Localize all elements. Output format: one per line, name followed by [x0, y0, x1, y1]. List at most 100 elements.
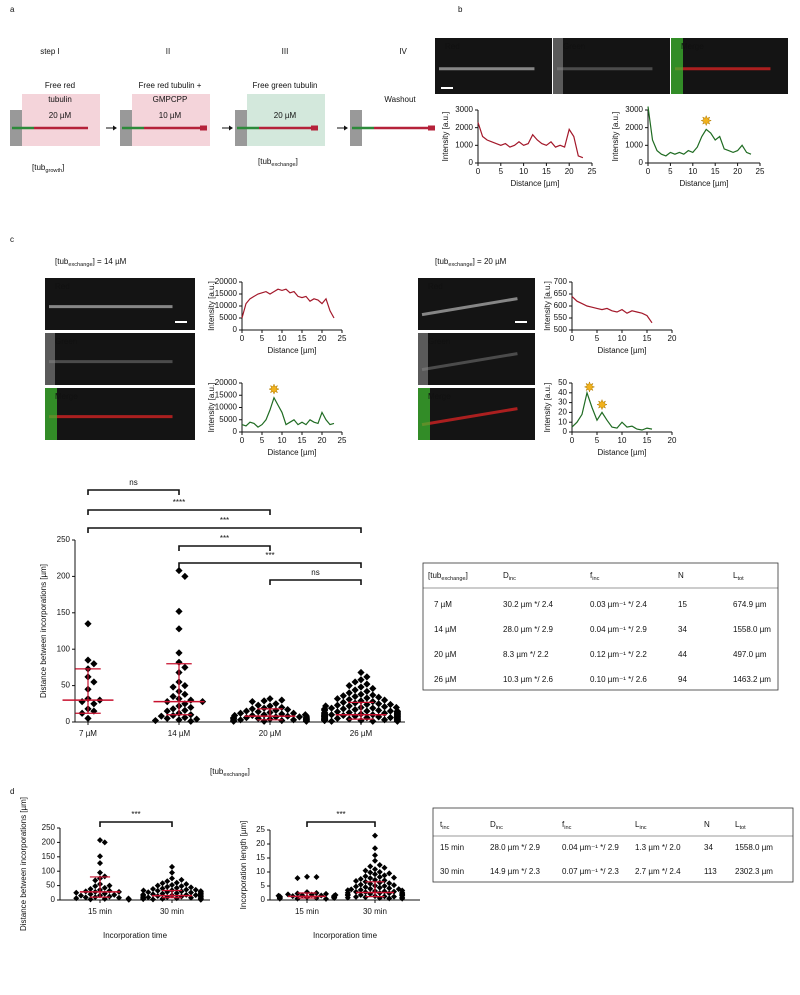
data-point — [363, 680, 371, 688]
step-text: Free red — [45, 81, 75, 90]
x-tick-label: 20 — [668, 436, 677, 445]
y-tick-label: 250 — [42, 823, 56, 832]
y-tick-label: 5000 — [219, 313, 237, 322]
image-label: Green — [55, 337, 77, 346]
significance-label: *** — [336, 810, 345, 819]
data-point — [242, 707, 251, 715]
data-point — [380, 696, 389, 704]
data-point — [362, 884, 369, 891]
step-text: Washout — [384, 95, 416, 104]
y-tick-label: 10 — [256, 867, 265, 876]
y-axis-label: Distance between incorporations [µm] — [39, 564, 48, 698]
x-tick-label: 10 — [688, 167, 697, 176]
data-point — [345, 682, 353, 690]
data-point — [367, 863, 374, 870]
profile-line — [241, 396, 335, 428]
table-cell: 10.3 µm */ 2.6 — [503, 675, 554, 684]
table-cell: 14.9 µm */ 2.3 — [490, 867, 541, 876]
data-point — [351, 686, 359, 694]
image-label: Merge — [428, 392, 451, 401]
data-point — [353, 893, 359, 900]
text-segment: [tub — [32, 163, 46, 172]
data-point — [181, 706, 189, 714]
y-tick-label: 5 — [261, 881, 266, 890]
y-tick-label: 650 — [554, 289, 568, 298]
data-point — [169, 882, 175, 889]
data-point — [357, 683, 365, 691]
data-point — [327, 717, 336, 725]
table-cell: 1.3 µm */ 2.0 — [635, 843, 681, 852]
text-segment: L — [733, 571, 738, 580]
subscript: exchange — [271, 162, 295, 168]
subscript: inc — [509, 576, 516, 582]
data-point — [313, 874, 320, 881]
table-header: N — [704, 820, 710, 829]
step-text: Free green tubulin — [253, 81, 318, 90]
x-tick-label: 5 — [260, 436, 265, 445]
y-tick-label: 20000 — [215, 277, 238, 286]
data-point — [376, 884, 383, 891]
significance-bracket — [269, 579, 362, 585]
data-point — [242, 714, 251, 722]
data-point — [169, 863, 175, 870]
data-point — [363, 694, 371, 702]
merge-glow — [418, 388, 430, 440]
text-segment: L — [735, 820, 740, 829]
data-point — [302, 717, 310, 725]
x-tick-label: 5 — [595, 436, 600, 445]
data-point — [357, 716, 365, 725]
y-tick-label: 3000 — [625, 105, 643, 114]
text-segment: [tub — [435, 257, 449, 266]
significance-bracket — [87, 509, 271, 515]
data-point — [181, 682, 189, 690]
step-label: IV — [399, 47, 407, 56]
data-point — [376, 869, 383, 875]
text-segment: D — [503, 571, 509, 580]
concentration: 10 µM — [159, 111, 182, 120]
data-point — [145, 889, 152, 896]
data-point — [322, 702, 330, 710]
data-point — [375, 693, 383, 701]
data-point — [145, 894, 152, 901]
x-axis-label: Distance [µm] — [679, 179, 728, 188]
data-point — [351, 712, 359, 720]
data-point — [106, 887, 113, 894]
x-axis-label: Distance [µm] — [267, 448, 316, 457]
data-point — [369, 717, 377, 725]
data-point — [362, 873, 369, 880]
data-point — [304, 889, 310, 896]
x-axis-label: Incorporation time — [313, 931, 378, 940]
x-tick-label: 20 — [565, 167, 574, 176]
y-tick-label: 2000 — [455, 123, 473, 132]
subscript: exchange — [68, 262, 92, 268]
data-point — [367, 869, 374, 876]
y-tick-label: 550 — [554, 313, 568, 322]
panel-label: c — [10, 235, 14, 244]
data-point — [381, 872, 388, 879]
data-point — [159, 895, 166, 902]
x-tick-label: 0 — [570, 436, 575, 445]
micrograph — [435, 38, 552, 94]
table-cell: 2.7 µm */ 2.4 — [635, 867, 681, 876]
data-point — [183, 886, 190, 893]
data-point — [362, 867, 369, 874]
significance-label: *** — [265, 551, 274, 560]
data-point — [97, 837, 103, 844]
y-tick-label: 50 — [61, 681, 70, 690]
panel-label: b — [458, 5, 463, 14]
y-tick-label: 100 — [42, 866, 56, 875]
arrow-head — [113, 125, 117, 131]
data-point — [351, 678, 359, 686]
data-point — [187, 717, 195, 725]
table-cell: 0.10 µm⁻¹ */ 2.6 — [590, 675, 647, 684]
data-point — [173, 879, 180, 886]
data-point — [97, 860, 103, 867]
y-tick-label: 1000 — [455, 140, 473, 149]
solution-box — [22, 94, 100, 146]
data-point — [278, 696, 286, 704]
data-point — [157, 712, 165, 720]
table-cell: 0.04 µm⁻¹ */ 2.9 — [562, 843, 619, 852]
data-point — [175, 607, 183, 615]
table-header: Linc — [635, 820, 647, 831]
table-cell: 28.0 µm */ 2.9 — [503, 625, 554, 634]
